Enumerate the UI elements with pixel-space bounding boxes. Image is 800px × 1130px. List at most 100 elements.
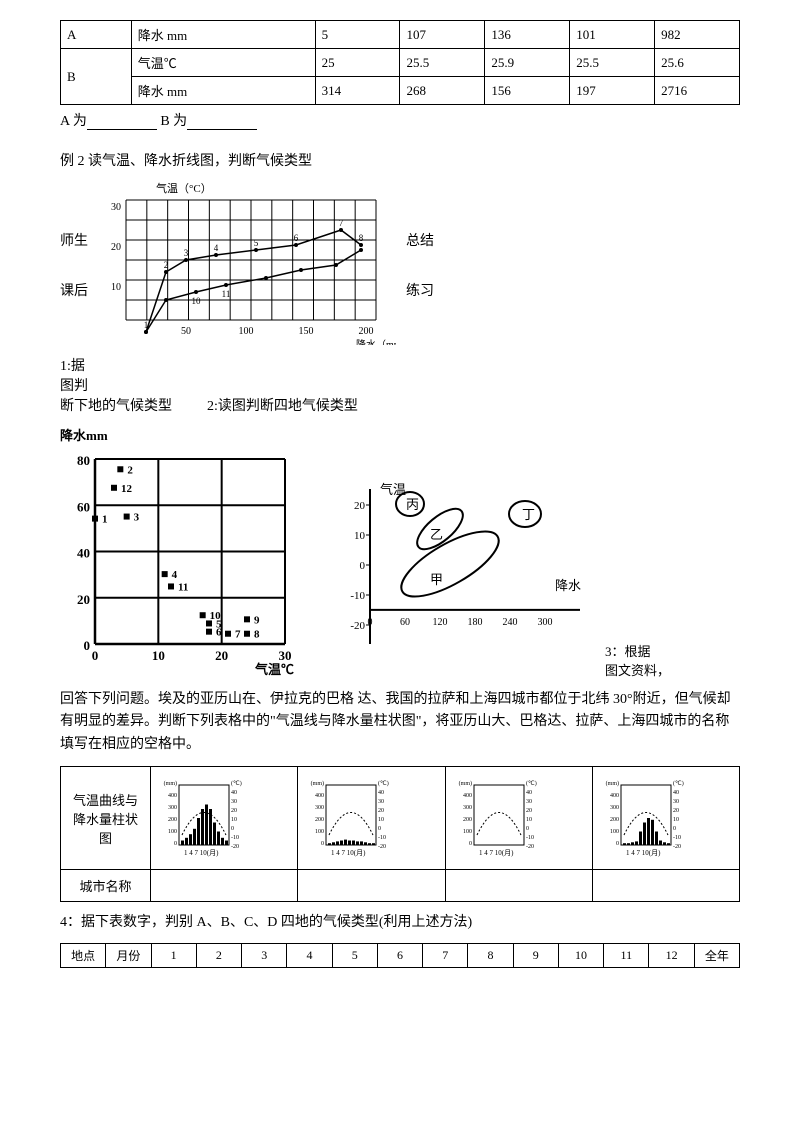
month-header: 2 — [196, 943, 241, 967]
svg-text:0: 0 — [368, 617, 373, 628]
mini-chart-3: (mm)4003002001000(℃)403020100-10-201 4 7… — [452, 773, 547, 863]
bottom-month-table: 地点月份123456789101112全年 — [60, 943, 740, 968]
svg-text:降水（mm）: 降水（mm） — [356, 338, 396, 345]
svg-text:0: 0 — [378, 826, 381, 832]
svg-text:400: 400 — [610, 793, 619, 799]
svg-text:-20: -20 — [378, 844, 386, 850]
svg-text:5: 5 — [254, 238, 259, 248]
svg-text:20: 20 — [526, 808, 532, 814]
svg-text:20: 20 — [231, 808, 237, 814]
svg-text:丙: 丙 — [406, 497, 419, 512]
mini-chart-4: (mm)4003002001000(℃)403020100-10-201 4 7… — [599, 773, 694, 863]
svg-text:8: 8 — [359, 233, 364, 243]
city-blank-3[interactable] — [445, 870, 592, 902]
svg-text:-10: -10 — [673, 835, 681, 841]
month-header: 4 — [287, 943, 332, 967]
svg-text:180: 180 — [468, 617, 483, 628]
left-side-labels: 师生 课后 — [60, 200, 88, 330]
month-header: 6 — [377, 943, 422, 967]
svg-text:0: 0 — [92, 648, 99, 663]
svg-text:2: 2 — [164, 260, 169, 270]
svg-text:12: 12 — [121, 483, 133, 495]
question-1: 1:据 图判 断下地的气候类型 2:读图判断四地气候类型 — [60, 355, 740, 415]
svg-text:30: 30 — [279, 648, 292, 663]
mini-chart-1: (mm)4003002001000(℃)403020100-10-201 4 7… — [157, 773, 252, 863]
blank-a[interactable] — [87, 114, 157, 130]
svg-text:8: 8 — [254, 629, 260, 641]
svg-text:0: 0 — [174, 841, 177, 847]
svg-text:40: 40 — [231, 790, 237, 796]
climate-mini-table: 气温曲线与降水量柱状图 (mm)4003002001000(℃)40302010… — [60, 766, 740, 902]
svg-text:(℃): (℃) — [378, 780, 389, 787]
svg-text:30: 30 — [673, 799, 679, 805]
svg-text:150: 150 — [299, 326, 314, 337]
svg-text:100: 100 — [168, 829, 177, 835]
svg-text:200: 200 — [168, 817, 177, 823]
svg-text:降水: 降水 — [555, 578, 581, 593]
svg-text:1 4 7 10(月): 1 4 7 10(月) — [331, 849, 366, 857]
q3-text: 回答下列问题。埃及的亚历山在、伊拉克的巴格 达、我国的拉萨和上海四城市都位于北纬… — [60, 689, 740, 756]
svg-text:10: 10 — [526, 817, 532, 823]
month-header: 全年 — [694, 943, 739, 967]
svg-text:400: 400 — [315, 793, 324, 799]
svg-text:2: 2 — [127, 464, 133, 476]
question-4: 4：据下表数字，判别 A、B、C、D 四地的气候类型(利用上述方法) — [60, 912, 740, 934]
month-header: 11 — [604, 943, 649, 967]
svg-text:40: 40 — [673, 790, 679, 796]
svg-text:(mm): (mm) — [164, 780, 177, 787]
svg-text:(mm): (mm) — [458, 780, 471, 787]
month-header: 1 — [151, 943, 196, 967]
svg-text:9: 9 — [254, 614, 260, 626]
svg-text:7: 7 — [339, 218, 344, 228]
svg-text:(℃): (℃) — [673, 780, 684, 787]
svg-text:0: 0 — [84, 638, 91, 653]
svg-text:气温（°C）: 气温（°C） — [156, 181, 212, 195]
svg-text:0: 0 — [526, 826, 529, 832]
mini-row-label: 气温曲线与降水量柱状图 — [61, 767, 151, 870]
svg-text:240: 240 — [503, 617, 518, 628]
blank-b[interactable] — [187, 114, 257, 130]
city-blank-1[interactable] — [151, 870, 298, 902]
svg-text:甲: 甲 — [430, 572, 443, 587]
svg-text:20: 20 — [77, 592, 90, 607]
svg-text:3: 3 — [184, 248, 189, 258]
svg-text:11: 11 — [178, 581, 188, 593]
right-side-labels: 总结 练习 — [406, 200, 434, 330]
svg-text:-20: -20 — [350, 620, 365, 632]
climate-diagram: 气温20100-10-20060120180240300降水甲乙丙丁 — [330, 479, 600, 679]
svg-text:(℃): (℃) — [231, 780, 242, 787]
svg-text:6: 6 — [294, 233, 299, 243]
svg-text:40: 40 — [526, 790, 532, 796]
q3-right-note: 3：根据 图文资料， — [605, 641, 670, 679]
month-header: 5 — [332, 943, 377, 967]
svg-text:3: 3 — [134, 512, 140, 524]
city-blank-4[interactable] — [592, 870, 739, 902]
svg-text:-10: -10 — [378, 835, 386, 841]
svg-text:60: 60 — [400, 617, 410, 628]
example-2-title: 例 2 读气温、降水折线图，判断气候类型 — [60, 150, 740, 170]
svg-text:-10: -10 — [526, 835, 534, 841]
mini-chart-2: (mm)4003002001000(℃)403020100-10-201 4 7… — [304, 773, 399, 863]
chart-1-container: 师生 课后 气温（°C）30201050100150200降水（mm）12345… — [60, 180, 740, 345]
month-header: 地点 — [61, 943, 106, 967]
svg-text:-20: -20 — [231, 844, 239, 850]
svg-text:40: 40 — [77, 546, 90, 561]
svg-text:-20: -20 — [526, 844, 534, 850]
svg-text:4: 4 — [172, 569, 178, 581]
svg-text:0: 0 — [231, 826, 234, 832]
svg-text:300: 300 — [538, 617, 553, 628]
svg-text:1 4 7 10(月): 1 4 7 10(月) — [479, 849, 514, 857]
svg-text:20: 20 — [215, 648, 228, 663]
svg-text:10: 10 — [192, 296, 202, 306]
svg-text:20: 20 — [673, 808, 679, 814]
svg-text:(mm): (mm) — [311, 780, 324, 787]
svg-text:(mm): (mm) — [605, 780, 618, 787]
svg-text:0: 0 — [321, 841, 324, 847]
city-blank-2[interactable] — [298, 870, 445, 902]
svg-text:200: 200 — [463, 817, 472, 823]
month-header: 12 — [649, 943, 694, 967]
svg-text:30: 30 — [526, 799, 532, 805]
svg-text:30: 30 — [111, 202, 121, 213]
svg-text:100: 100 — [315, 829, 324, 835]
svg-text:1 4 7 10(月): 1 4 7 10(月) — [626, 849, 661, 857]
